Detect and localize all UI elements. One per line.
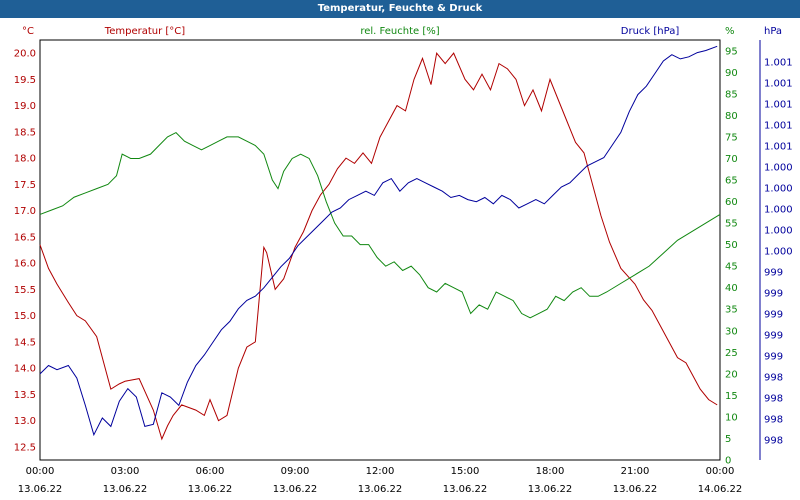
x-tick-date: 13.06.22 [443,484,488,495]
humidity-tick-label: 70 [725,154,738,165]
temperature-tick-label: 12.5 [14,442,36,453]
plot-area [39,39,721,461]
x-tick-date: 13.06.22 [358,484,403,495]
humidity-unit-label: % [725,26,735,37]
x-tick-date: 13.06.22 [18,484,63,495]
x-tick-time: 09:00 [281,466,310,477]
humidity-tick-label: 25 [725,348,738,359]
pressure-tick-label: 1.001 [764,142,793,153]
temperature-tick-label: 14.5 [14,337,36,348]
temperature-series-line [39,51,718,441]
humidity-tick-label: 35 [725,305,738,316]
temperature-tick-label: 17.5 [14,180,36,191]
pressure-tick-label: 1.001 [764,121,793,132]
pressure-tick-label: 998 [764,415,783,426]
x-tick-time: 00:00 [706,466,735,477]
chart-title: Temperatur, Feuchte & Druck [0,0,800,18]
temperature-axis-title: Temperatur [°C] [104,26,185,37]
pressure-tick-label: 999 [764,268,783,279]
pressure-tick-label: 1.000 [764,163,793,174]
humidity-tick-label: 15 [725,391,738,402]
pressure-tick-label: 999 [764,310,783,321]
x-tick-time: 18:00 [536,466,565,477]
pressure-tick-label: 998 [764,373,783,384]
pressure-tick-label: 998 [764,394,783,405]
humidity-tick-label: 40 [725,283,738,294]
x-tick-date: 13.06.22 [103,484,148,495]
humidity-tick-label: 80 [725,111,738,122]
x-tick-time: 00:00 [26,466,55,477]
humidity-tick-label: 85 [725,89,738,100]
temperature-tick-label: 14.0 [14,364,36,375]
x-tick-date: 13.06.22 [613,484,658,495]
pressure-tick-label: 999 [764,331,783,342]
humidity-tick-label: 90 [725,68,738,79]
temperature-tick-label: 17.0 [14,206,36,217]
x-tick-time: 03:00 [111,466,140,477]
x-tick-date: 13.06.22 [273,484,318,495]
humidity-tick-label: 0 [725,456,731,467]
pressure-series-line [39,45,718,437]
pressure-axis-title: Druck [hPa] [621,26,680,37]
pressure-tick-label: 1.001 [764,100,793,111]
x-tick-time: 06:00 [196,466,225,477]
pressure-tick-label: 1.000 [764,226,793,237]
x-tick-time: 21:00 [621,466,650,477]
temperature-tick-label: 13.0 [14,416,36,427]
temperature-tick-label: 16.0 [14,259,36,270]
x-tick-date: 14.06.22 [698,484,743,495]
temperature-tick-label: 18.5 [14,127,36,138]
humidity-series-line [39,132,721,319]
temperature-unit-label: °C [22,26,34,37]
temperature-tick-label: 19.5 [14,75,36,86]
temperature-tick-label: 13.5 [14,390,36,401]
temperature-tick-label: 15.5 [14,285,36,296]
humidity-tick-label: 10 [725,412,738,423]
temperature-tick-label: 15.0 [14,311,36,322]
humidity-tick-label: 5 [725,434,731,445]
humidity-tick-label: 75 [725,132,738,143]
pressure-tick-label: 1.000 [764,205,793,216]
axes-layer: 00:00 13.06.22 03:00 13.06.22 06:00 13.06.22 0… [14,26,793,495]
humidity-tick-label: 30 [725,326,738,337]
x-tick-time: 15:00 [451,466,480,477]
x-tick-date: 13.06.22 [528,484,573,495]
temperature-tick-label: 19.0 [14,101,36,112]
pressure-tick-label: 1.000 [764,247,793,258]
humidity-tick-label: 50 [725,240,738,251]
humidity-tick-label: 45 [725,262,738,273]
humidity-tick-label: 95 [725,46,738,57]
plot-frame [39,39,721,461]
pressure-tick-label: 1.000 [764,184,793,195]
pressure-tick-label: 1.001 [764,79,793,90]
line-chart: 00:00 13.06.22 03:00 13.06.22 06:00 13.06.22 0… [14,26,793,495]
pressure-tick-label: 998 [764,436,783,447]
pressure-tick-label: 999 [764,289,783,300]
temperature-tick-label: 18.0 [14,154,36,165]
pressure-tick-label: 999 [764,352,783,363]
temperature-tick-label: 20.0 [14,49,36,60]
series-layer [39,45,721,441]
pressure-tick-label: 1.001 [764,58,793,69]
x-tick-time: 12:00 [366,466,395,477]
pressure-unit-label: hPa [764,26,782,37]
humidity-tick-label: 65 [725,176,738,187]
humidity-axis-title: rel. Feuchte [%] [360,26,439,37]
humidity-tick-label: 20 [725,369,738,380]
humidity-tick-label: 55 [725,219,738,230]
x-tick-date: 13.06.22 [188,484,233,495]
temperature-tick-label: 16.5 [14,232,36,243]
humidity-tick-label: 60 [725,197,738,208]
